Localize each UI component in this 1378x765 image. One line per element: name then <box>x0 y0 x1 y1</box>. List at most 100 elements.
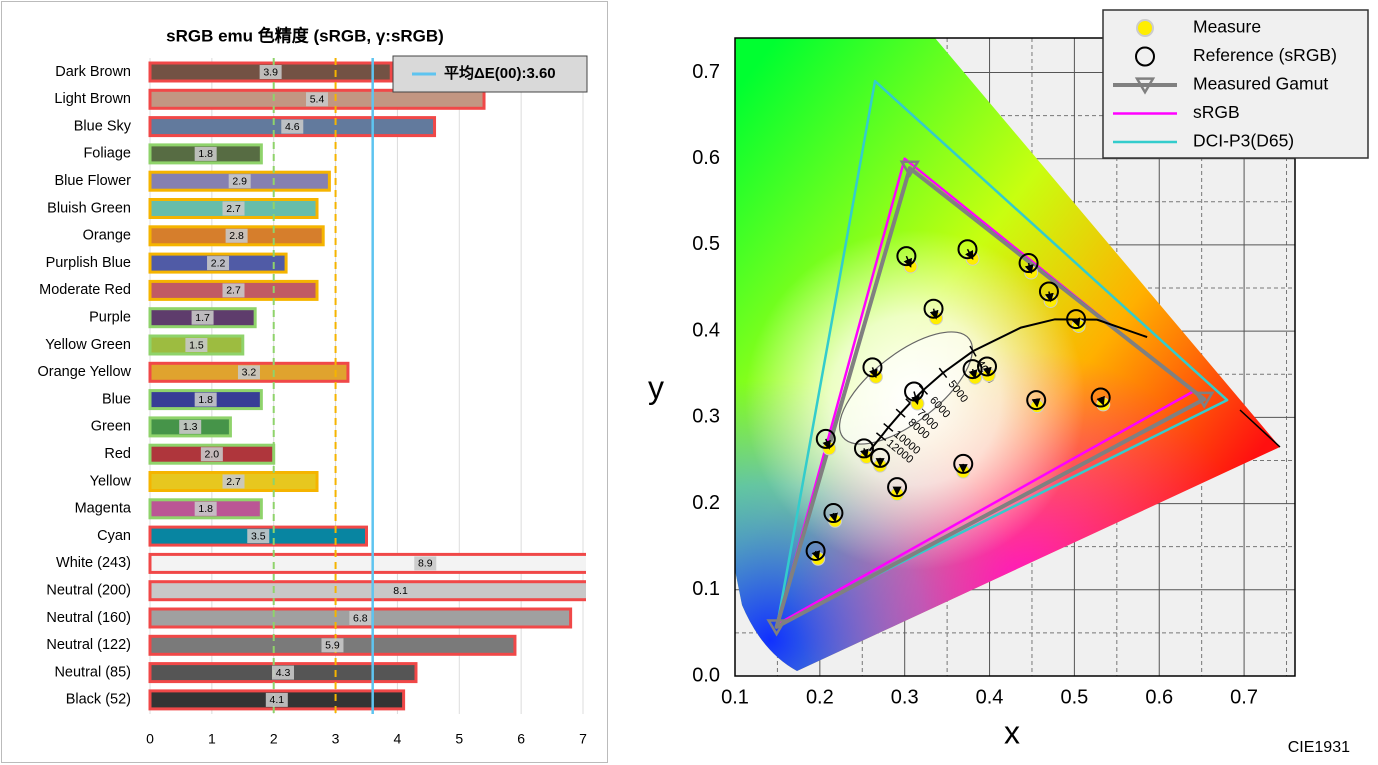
category-label: Blue Sky <box>74 118 132 134</box>
legend-label: DCI-P3(D65) <box>1193 131 1294 151</box>
value-label: 1.7 <box>195 312 210 324</box>
value-label: 2.8 <box>229 230 244 242</box>
y-tick-label: 0.7 <box>692 61 720 83</box>
gamut-vertex <box>899 160 920 178</box>
gamut-triangle <box>776 79 1229 626</box>
bar <box>148 552 586 574</box>
value-label-box <box>191 310 214 325</box>
shift-arrow <box>911 391 920 406</box>
value-label-box <box>200 447 223 462</box>
shift-arrow <box>929 308 939 320</box>
x-tick-label: 0.6 <box>1145 686 1173 708</box>
shift-arrow <box>860 448 869 459</box>
x-tick-label: 0.7 <box>1230 686 1258 708</box>
value-label: 3.2 <box>242 367 257 379</box>
x-axis-label: x <box>1004 714 1020 750</box>
category-label: Black (52) <box>66 692 131 708</box>
value-label-box <box>414 556 437 571</box>
shift-arrow <box>829 512 838 523</box>
value-label: 5.4 <box>310 94 325 106</box>
legend-marker <box>1134 77 1156 95</box>
reference-point <box>1066 309 1087 330</box>
legend-marker <box>1135 46 1155 67</box>
value-label: 2.0 <box>205 448 220 460</box>
category-label: Red <box>104 446 131 462</box>
category-label: Yellow Green <box>45 337 131 353</box>
y-tick-label: 0.3 <box>692 406 720 428</box>
category-label: Blue <box>102 391 131 407</box>
value-label: 8.1 <box>393 585 408 597</box>
category-label: Neutral (85) <box>54 664 131 680</box>
category-label: Light Brown <box>54 91 131 107</box>
legend-label: sRGB <box>1193 102 1240 122</box>
value-label: 2.7 <box>226 285 241 297</box>
shift-arrow <box>1071 317 1081 328</box>
value-label: 5.9 <box>325 640 340 652</box>
value-label-box <box>349 611 372 625</box>
y-axis-label: y <box>648 369 664 405</box>
value-label: 3.9 <box>263 66 278 78</box>
value-label-box <box>194 146 217 161</box>
diagram-note: CIE1931 <box>1288 739 1350 756</box>
cct-tick <box>969 345 977 357</box>
value-label-box <box>228 174 251 189</box>
cct-tick <box>895 408 906 418</box>
y-tick-label: 0.4 <box>692 319 720 341</box>
x-tick-label: 5 <box>455 731 463 747</box>
value-label-box <box>222 474 245 489</box>
x-tick-label: 6 <box>517 731 525 747</box>
shift-arrow <box>822 438 831 450</box>
category-label: Purple <box>89 310 131 326</box>
reference-point <box>887 477 908 498</box>
value-label-box <box>281 119 304 134</box>
shift-arrow <box>903 255 912 268</box>
bar <box>148 580 586 602</box>
category-label: Magenta <box>75 501 132 517</box>
x-tick-label: 0.2 <box>806 686 834 708</box>
cie-chart: 400050006000700080001000012000 y x CIE19… <box>648 9 1369 756</box>
x-tick-label: 0.3 <box>891 686 919 708</box>
value-label: 1.8 <box>198 148 213 160</box>
value-label: 3.5 <box>251 530 266 542</box>
x-tick-label: 1 <box>208 731 216 747</box>
shift-arrow <box>1024 262 1034 274</box>
value-label-box <box>207 256 230 271</box>
category-label: Orange <box>83 228 131 244</box>
category-label: Dark Brown <box>55 64 131 80</box>
value-label-box <box>247 529 270 544</box>
x-tick-label: 0 <box>146 731 154 747</box>
plot-frame <box>734 37 1296 677</box>
planckian-locus <box>867 318 1148 454</box>
cct-tick <box>875 432 887 442</box>
chart-title: sRGB emu 色精度 (sRGB, γ:sRGB) <box>166 25 444 45</box>
value-label-box <box>222 201 245 216</box>
category-label: Foliage <box>83 146 131 162</box>
gamut-triangle <box>774 166 1207 629</box>
legend-label: Reference (sRGB) <box>1193 45 1337 65</box>
y-tick-label: 0.2 <box>692 492 720 514</box>
shift-arrow <box>1044 291 1054 303</box>
gamut-vertex <box>1194 391 1215 409</box>
category-label: Green <box>91 419 131 435</box>
spectral-locus <box>735 38 1281 671</box>
shift-arrow <box>965 248 974 261</box>
category-label: White (243) <box>56 555 131 571</box>
value-label: 4.6 <box>285 121 300 133</box>
value-label-box <box>259 65 282 79</box>
x-tick-label: 3 <box>332 731 340 747</box>
value-label-box <box>389 583 412 598</box>
legend-marker <box>1136 19 1154 37</box>
value-label: 1.3 <box>183 421 198 433</box>
shift-arrow <box>1096 395 1105 406</box>
reference-point <box>1026 390 1047 411</box>
value-label: 1.8 <box>198 503 213 515</box>
cct-tick <box>938 367 948 379</box>
value-label-box <box>237 365 260 380</box>
value-label-box <box>194 392 217 407</box>
value-label-box <box>222 283 245 298</box>
category-label: Moderate Red <box>39 282 131 298</box>
value-label-box <box>265 692 288 707</box>
value-label-box <box>179 419 202 434</box>
shift-arrow <box>811 550 821 561</box>
